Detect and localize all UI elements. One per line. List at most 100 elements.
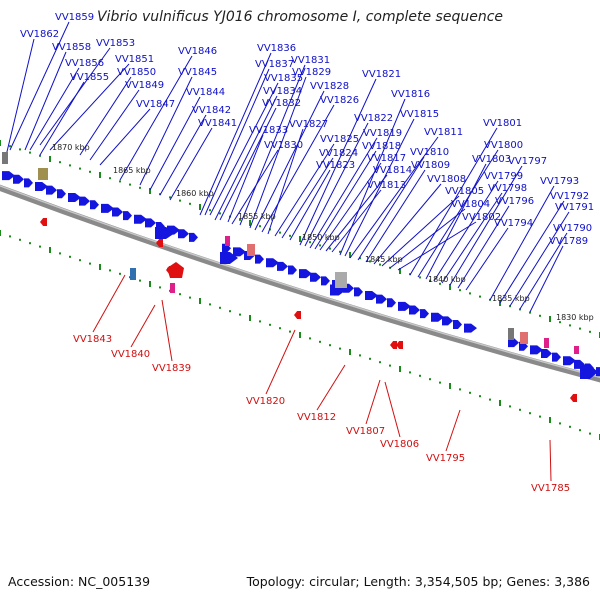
inner-tick — [269, 323, 271, 326]
inner-tick — [499, 400, 501, 406]
inner-tick — [0, 230, 1, 236]
forward-gene-arrow — [101, 203, 114, 213]
forward-gene-label: VV1811 — [424, 127, 463, 138]
forward-gene-label: VV1835 — [264, 73, 303, 84]
outer-tick — [429, 279, 431, 282]
outer-tick — [119, 180, 121, 183]
reverse-gene-arrow — [40, 218, 47, 226]
forward-gene-label: VV1829 — [292, 67, 331, 78]
forward-gene-arrow — [596, 367, 600, 377]
inner-tick — [259, 320, 261, 323]
inner-tick — [159, 286, 161, 289]
forward-leader-line — [214, 95, 278, 221]
forward-gene-label: VV1842 — [192, 105, 231, 116]
outer-tick — [169, 196, 171, 199]
outer-tick — [529, 311, 531, 314]
inner-tick — [579, 429, 581, 432]
forward-gene-label: VV1825 — [320, 134, 359, 145]
forward-gene-arrow — [13, 174, 24, 184]
inner-tick — [139, 279, 141, 282]
inner-tick — [189, 296, 191, 299]
reverse-gene-arrow — [390, 341, 397, 349]
forward-leader-line — [239, 64, 306, 226]
inner-tick — [509, 405, 511, 408]
reverse-gene-label: VV1795 — [426, 453, 465, 464]
inner-tick — [279, 327, 281, 330]
forward-leader-line — [261, 104, 335, 233]
inner-tick — [289, 330, 291, 333]
forward-leader-line — [325, 174, 388, 252]
inner-tick — [359, 354, 361, 357]
forward-leader-line — [254, 90, 325, 231]
forward-gene-label: VV1847 — [136, 99, 175, 110]
outer-tick — [239, 218, 241, 221]
outer-tick — [319, 244, 321, 247]
forward-leader-line — [339, 98, 406, 256]
forward-gene-label: VV1858 — [52, 42, 91, 53]
inner-tick — [309, 337, 311, 340]
forward-gene-label: VV1836 — [257, 43, 296, 54]
feature-box — [225, 236, 230, 246]
forward-gene-arrow — [453, 319, 462, 329]
forward-gene-label: VV1810 — [410, 147, 449, 158]
reverse-gene-label: VV1843 — [73, 334, 112, 345]
outer-tick — [219, 212, 221, 215]
forward-gene-label: VV1796 — [495, 196, 534, 207]
outer-tick — [59, 161, 61, 164]
outer-tick — [139, 186, 141, 189]
inner-tick — [419, 374, 421, 377]
kbp-label: 1845 kbp — [365, 255, 403, 264]
forward-gene-label: VV1821 — [362, 69, 401, 80]
forward-gene-label: VV1797 — [508, 156, 547, 167]
outer-tick — [29, 151, 31, 154]
forward-gene-arrow — [57, 189, 66, 199]
outer-tick — [109, 177, 111, 180]
reverse-gene-label: VV1839 — [152, 363, 191, 374]
forward-gene-arrow — [580, 365, 598, 379]
forward-leader-line — [489, 185, 555, 301]
inner-tick — [209, 303, 211, 306]
inner-tick — [239, 313, 241, 316]
forward-gene-label: VV1805 — [445, 186, 484, 197]
outer-tick — [199, 204, 201, 210]
forward-leader-line — [417, 149, 499, 278]
outer-tick — [419, 276, 421, 279]
inner-tick — [199, 298, 201, 304]
inner-tick — [479, 395, 481, 398]
forward-gene-arrow — [442, 316, 453, 326]
forward-leader-line — [409, 127, 498, 276]
forward-gene-arrow — [145, 218, 156, 228]
forward-gene-label: VV1850 — [117, 67, 156, 78]
forward-leader-line — [39, 81, 85, 156]
inner-tick — [519, 408, 521, 411]
forward-leader-line — [139, 76, 193, 186]
outer-tick — [579, 327, 581, 330]
outer-tick — [179, 199, 181, 202]
forward-gene-arrow — [376, 294, 387, 304]
forward-gene-arrow — [519, 341, 528, 351]
forward-gene-arrow — [321, 276, 330, 286]
outer-tick — [289, 234, 291, 237]
outer-tick — [549, 316, 551, 322]
reverse-gene-label: VV1806 — [380, 439, 419, 450]
forward-leader-line — [149, 96, 201, 191]
inner-tick — [399, 366, 401, 372]
forward-gene-arrow — [563, 356, 576, 366]
outer-tick — [39, 154, 41, 157]
inner-tick — [459, 388, 461, 391]
inner-tick — [9, 235, 11, 238]
inner-tick — [469, 391, 471, 394]
feature-box — [335, 272, 347, 288]
reverse-leader-line — [445, 409, 461, 452]
forward-gene-label: VV1793 — [540, 176, 579, 187]
inner-tick — [149, 281, 151, 287]
feature-box — [544, 338, 549, 348]
forward-gene-arrow — [68, 192, 81, 202]
forward-leader-line — [49, 63, 130, 151]
inner-tick — [79, 259, 81, 262]
forward-gene-label: VV1801 — [483, 118, 522, 129]
forward-gene-arrow — [420, 309, 429, 319]
inner-tick — [229, 310, 231, 313]
forward-leader-line — [24, 51, 67, 151]
